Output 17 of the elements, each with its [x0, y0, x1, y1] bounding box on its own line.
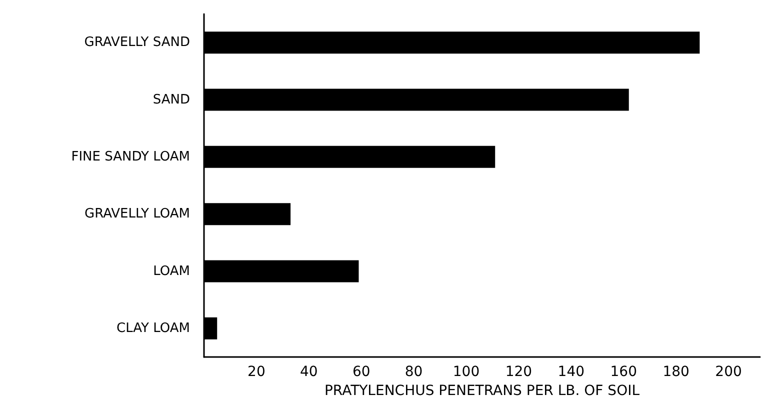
x-tick-label: 140	[558, 364, 585, 380]
x-tick-label: 180	[662, 364, 690, 380]
x-tick-label: 100	[452, 364, 480, 380]
y-tick-label: LOAM	[153, 264, 190, 279]
x-axis-title: PRATYLENCHUS PENETRANS PER LB. OF SOIL	[324, 382, 640, 399]
y-tick-label: CLAY LOAM	[116, 320, 190, 336]
y-tick-label: SAND	[152, 92, 190, 108]
x-tick-label: 200	[715, 364, 742, 380]
x-tick-label: 120	[505, 364, 532, 380]
x-tick-label: 160	[610, 364, 637, 380]
y-tick-label: GRAVELLY LOAM	[84, 206, 190, 222]
x-tick-label: 80	[404, 364, 423, 380]
x-tick-label: 20	[248, 364, 266, 380]
x-tick-label: 40	[300, 364, 318, 380]
y-tick-label: FINE SANDY LOAM	[71, 149, 190, 164]
x-tick-label: 60	[352, 364, 370, 380]
y-tick-label: GRAVELLY SAND	[84, 35, 190, 50]
